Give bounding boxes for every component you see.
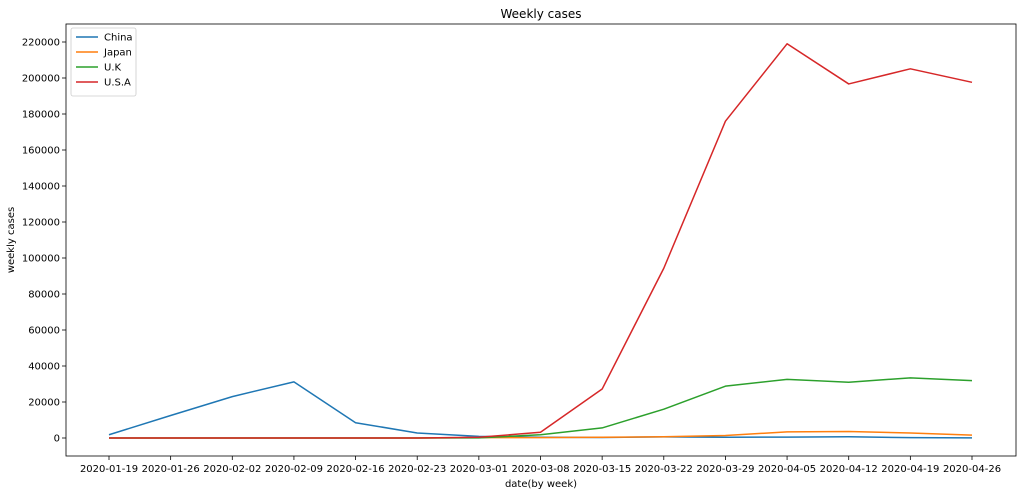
x-tick-label: 2020-01-19 xyxy=(80,464,138,475)
series-line-u-s-a xyxy=(109,43,973,439)
y-axis-ticks: 0 20000 40000 60000 80000 100000 120000 140000 1… xyxy=(22,38,66,445)
y-tick-label: 40000 xyxy=(28,362,60,373)
x-tick-label: 2020-03-15 xyxy=(573,464,631,475)
series-line-china xyxy=(108,381,973,439)
y-tick-label: 0 xyxy=(54,434,60,445)
x-tick-label: 2020-03-29 xyxy=(696,464,754,475)
x-tick-label: 2020-03-22 xyxy=(635,464,693,475)
legend-label: Japan xyxy=(103,48,132,59)
series-line-u-k xyxy=(109,377,973,439)
x-tick-label: 2020-03-01 xyxy=(450,464,508,475)
x-tick-label: 2020-04-19 xyxy=(881,464,939,475)
y-tick-label: 180000 xyxy=(22,110,60,121)
x-axis-label: date(by week) xyxy=(505,479,577,490)
x-tick-label: 2020-02-09 xyxy=(265,464,323,475)
x-tick-label: 2020-02-16 xyxy=(327,464,385,475)
legend: China Japan U.K U.S.A xyxy=(70,27,137,97)
plot-area xyxy=(108,43,973,439)
y-tick-label: 60000 xyxy=(28,326,60,337)
legend-label: U.S.A xyxy=(104,78,131,89)
x-tick-label: 2020-04-12 xyxy=(820,464,878,475)
x-tick-label: 2020-04-05 xyxy=(758,464,816,475)
plot-frame xyxy=(65,23,1017,457)
x-tick-label: 2020-01-26 xyxy=(142,464,200,475)
y-tick-label: 20000 xyxy=(28,398,60,409)
x-tick-label: 2020-04-26 xyxy=(943,464,1001,475)
y-tick-label: 80000 xyxy=(28,290,60,301)
y-tick-label: 100000 xyxy=(22,254,60,265)
x-tick-label: 2020-02-23 xyxy=(388,464,446,475)
legend-label: China xyxy=(104,33,133,44)
y-tick-label: 160000 xyxy=(22,146,60,157)
y-tick-label: 120000 xyxy=(22,218,60,229)
legend-box xyxy=(70,27,137,97)
y-axis-label: weekly cases xyxy=(6,207,17,273)
x-tick-label: 2020-03-08 xyxy=(511,464,569,475)
legend-label: U.K xyxy=(104,63,121,74)
chart-title: Weekly cases xyxy=(501,7,582,21)
y-tick-label: 220000 xyxy=(22,38,60,49)
y-tick-label: 200000 xyxy=(22,74,60,85)
x-tick-label: 2020-02-02 xyxy=(203,464,261,475)
y-tick-label: 140000 xyxy=(22,182,60,193)
x-axis-ticks: 2020-01-19 2020-01-26 2020-02-02 2020-02-09… xyxy=(80,456,1001,475)
